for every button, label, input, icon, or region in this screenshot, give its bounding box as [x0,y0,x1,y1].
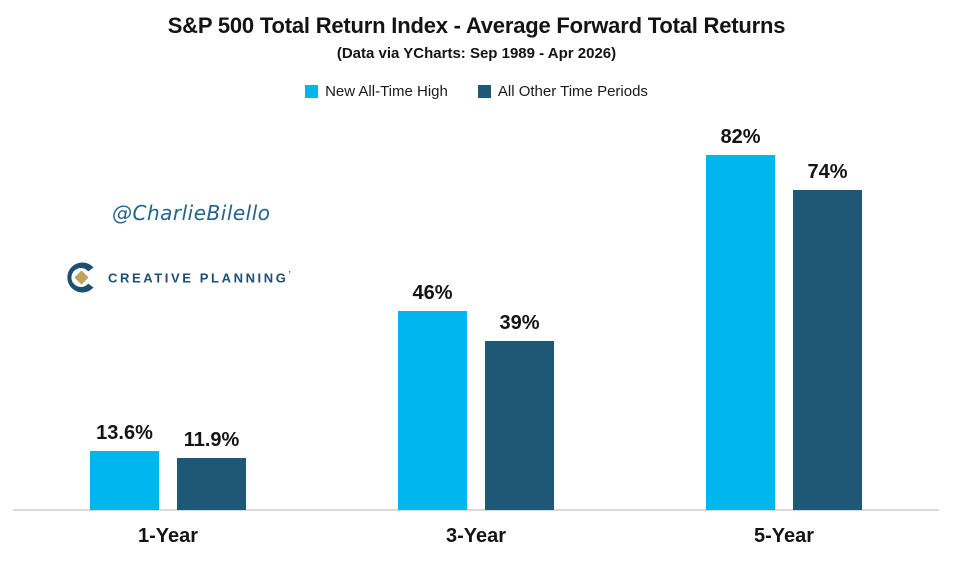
bar-group-5-year: 82% 74% [706,126,862,510]
bar-new-all-time-high-3-year [398,311,467,510]
bar-all-other-time-periods-5-year [793,190,862,510]
creative-planning-wordmark: CREATIVE PLANNING’ [108,269,294,286]
bar-all-other-time-periods-3-year [485,341,554,510]
legend-item-all-other-time-periods: All Other Time Periods [477,83,648,100]
legend-label: All Other Time Periods [497,83,648,100]
bar-value-label: 11.9% [183,429,240,451]
legend-swatch-new-all-time-high-icon [305,85,319,98]
category-label-3-year: 3-Year [445,525,507,547]
legend-label: New All-Time High [325,83,448,100]
legend-item-new-all-time-high: New All-Time High [305,83,448,100]
chart-title: S&P 500 Total Return Index - Average For… [167,13,786,38]
bar-new-all-time-high-5-year [706,155,775,510]
bar-column: 39% [485,312,554,510]
trademark-tick: ’ [288,269,294,279]
bar-value-label: 74% [807,161,848,183]
bar-value-label: 13.6% [96,422,153,444]
bar-all-other-time-periods-1-year [177,458,246,510]
bar-group-3-year: 46% 39% [398,282,554,510]
bar-column: 46% [398,282,467,510]
bar-value-label: 46% [412,282,453,304]
legend-swatch-all-other-time-periods-icon [477,85,491,98]
bar-column: 74% [793,161,862,510]
legend: New All-Time High All Other Time Periods [0,83,953,100]
bar-group-1-year: 13.6% 11.9% [90,422,246,510]
watermark-charliebilello: @CharlieBilello [112,201,271,225]
category-label-1-year: 1-Year [137,525,199,547]
creative-planning-c-mark-icon [63,259,100,296]
bar-value-label: 39% [499,312,540,334]
creative-planning-logo: CREATIVE PLANNING’ [63,259,293,296]
bar-new-all-time-high-1-year [90,451,159,510]
category-label-5-year: 5-Year [753,525,815,547]
bar-column: 11.9% [177,429,246,510]
bar-column: 13.6% [90,422,159,510]
bar-value-label: 82% [720,126,761,148]
bar-column: 82% [706,126,775,510]
chart-subtitle: (Data via YCharts: Sep 1989 - Apr 2026) [336,45,617,62]
x-axis-line [13,509,939,511]
